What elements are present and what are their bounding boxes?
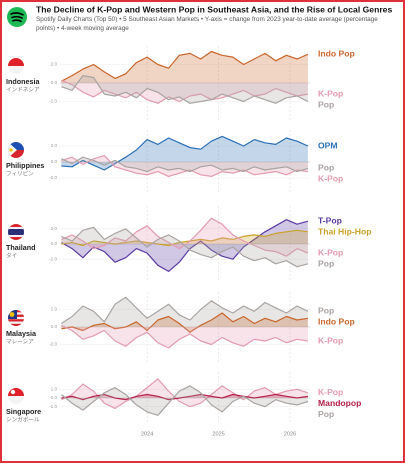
flag-indonesia <box>8 58 24 74</box>
y-tick-label: 2.0 <box>51 143 58 148</box>
country-name-jp: マレーシア <box>6 338 34 345</box>
series-label: Mandopop <box>318 398 361 408</box>
series-line <box>61 385 309 416</box>
series-line <box>61 296 309 325</box>
country-name: Singapore <box>6 407 41 416</box>
series-line <box>61 229 308 247</box>
country-name: Philippines <box>6 161 44 170</box>
spotify-logo <box>7 7 27 27</box>
series-area <box>61 80 308 104</box>
country-name-jp: シンガポール <box>6 415 40 423</box>
series-label: Pop <box>318 258 334 268</box>
flag-philippines <box>8 142 24 158</box>
series-label: Thai Hip-Hop <box>318 226 371 236</box>
chart-title: The Decline of K-Pop and Western Pop in … <box>36 4 392 14</box>
series-label: Indo Pop <box>318 317 355 327</box>
flag-thailand <box>8 224 24 240</box>
y-tick-label: -2.0 <box>49 256 57 261</box>
series-line <box>61 324 308 349</box>
series-area <box>61 75 308 104</box>
series-label: Pop <box>318 306 334 316</box>
series-label: K-Pop <box>318 335 343 345</box>
series-label: T-Pop <box>318 215 342 225</box>
series-area <box>61 157 308 172</box>
country-name: Indonesia <box>6 77 41 86</box>
series-label: Pop <box>318 99 334 109</box>
series-label: Indo Pop <box>318 49 355 59</box>
chart-subtitle: Spotify Daily Charts (Top 50) • 5 Southe… <box>36 16 378 32</box>
flag-singapore <box>8 388 24 404</box>
series-area <box>61 297 308 327</box>
country-name-jp: タイ <box>6 251 17 259</box>
y-tick-label: 0.0 <box>51 395 58 400</box>
y-tick-label: 2.0 <box>51 62 58 67</box>
series-area <box>61 394 308 400</box>
subtitle-box: Spotify Daily Charts (Top 50) • 5 Southe… <box>36 16 378 32</box>
country-name: Thailand <box>6 243 36 252</box>
series-line <box>61 219 309 272</box>
y-tick-label: -1.0 <box>49 404 57 409</box>
series-label: Pop <box>318 409 334 419</box>
x-tick-label: 2024 <box>141 431 153 437</box>
series-line <box>61 378 309 409</box>
series-line <box>61 75 309 104</box>
series-line <box>61 135 309 171</box>
y-tick-label: 2.0 <box>51 226 58 231</box>
series-area <box>61 313 308 333</box>
series-line <box>61 50 309 82</box>
y-tick-label: -2.0 <box>49 99 57 104</box>
series-line <box>61 226 309 268</box>
y-tick-label: 0.0 <box>51 159 58 164</box>
series-line <box>61 156 309 173</box>
country-name-jp: インドネシア <box>6 86 40 93</box>
series-label: K-Pop <box>318 247 343 257</box>
y-tick-label: -2.0 <box>49 342 57 347</box>
y-tick-label: 0.0 <box>51 80 58 85</box>
x-tick-label: 2025 <box>212 431 224 437</box>
flags <box>8 58 24 404</box>
flag-malaysia <box>8 310 24 326</box>
country-name: Malaysia <box>6 329 37 338</box>
y-tick-label: 2.0 <box>51 307 58 312</box>
series-line <box>61 155 308 177</box>
country-name-jp: フィリピン <box>6 170 34 177</box>
series-label: K-Pop <box>318 387 343 397</box>
series-area <box>61 218 308 257</box>
series-label: K-Pop <box>318 174 343 184</box>
series-label: OPM <box>318 140 338 150</box>
series-label: K-Pop <box>318 88 343 98</box>
series-area <box>61 155 308 177</box>
y-tick-label: 0.0 <box>51 241 58 246</box>
series-area <box>61 378 308 409</box>
series-label: Pop <box>318 163 334 173</box>
series-line <box>61 312 308 333</box>
y-tick-label: 1.0 <box>51 387 58 392</box>
y-tick-label: -2.0 <box>49 175 57 180</box>
x-tick-label: 2026 <box>284 431 296 437</box>
y-tick-label: 0.0 <box>51 324 58 329</box>
